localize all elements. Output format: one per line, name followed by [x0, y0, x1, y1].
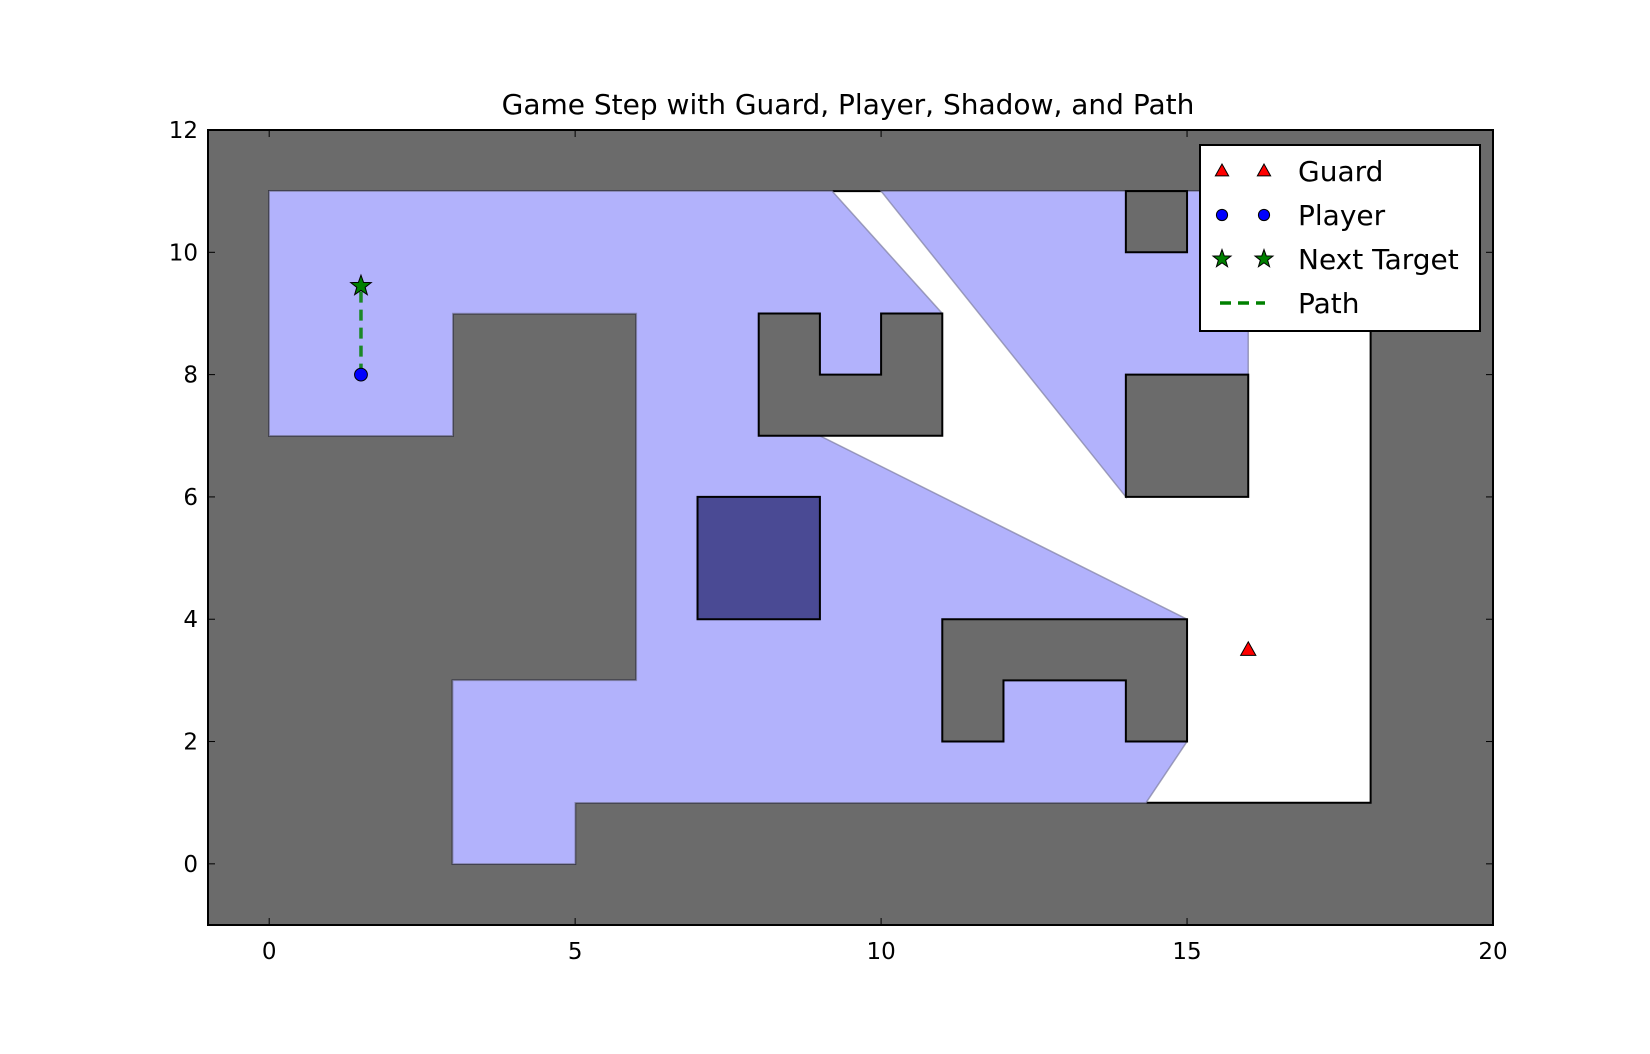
legend-label-path: Path: [1298, 287, 1360, 320]
legend-swatch-guard: [1256, 162, 1272, 177]
y-tick-label: 6: [183, 485, 198, 511]
obstacle-u-shape-bottom: [941, 618, 1189, 743]
x-tick-label: 10: [866, 939, 895, 965]
legend-swatch-player: [1257, 208, 1271, 222]
player-marker: [354, 367, 368, 382]
x-tick-label: 0: [262, 939, 277, 965]
highlight-box: [696, 495, 821, 621]
y-tick-label: 10: [169, 240, 198, 266]
axes: 0 5 10 15 20 0 2 4 6 8 10 12: [169, 118, 1508, 965]
x-tick-label: 5: [568, 939, 583, 965]
y-tick-label: 8: [183, 363, 198, 389]
legend-label-player: Player: [1298, 199, 1386, 232]
legend-swatch-guard: [1214, 162, 1230, 177]
legend-box: [1199, 144, 1481, 332]
legend-swatch-player: [1215, 208, 1229, 222]
obstacle-block-middle-right: [1124, 373, 1250, 498]
x-tick-label: 20: [1478, 939, 1507, 965]
y-tick-label: 0: [183, 852, 198, 878]
plot-area: [208, 130, 1493, 925]
legend-label-next-target: Next Target: [1298, 243, 1459, 276]
legend: Guard Player Next Target Path: [1199, 144, 1481, 332]
axes-frame: [207, 129, 1494, 926]
y-tick-label: 12: [169, 118, 198, 144]
obstacle-c-shape-top: [757, 312, 944, 437]
y-tick-label: 4: [183, 607, 198, 633]
y-tick-label: 2: [183, 730, 198, 756]
chart-title: Game Step with Guard, Player, Shadow, an…: [502, 88, 1195, 121]
legend-label-guard: Guard: [1298, 155, 1383, 188]
guard-marker: [1239, 640, 1257, 656]
obstacle-top-notch: [1124, 190, 1189, 254]
legend-swatch-next-target: [1253, 248, 1275, 268]
marker-layer: [349, 273, 1257, 656]
x-tick-label: 15: [1172, 939, 1201, 965]
legend-swatch-next-target: [1211, 248, 1233, 268]
next-target-marker: [349, 273, 373, 296]
